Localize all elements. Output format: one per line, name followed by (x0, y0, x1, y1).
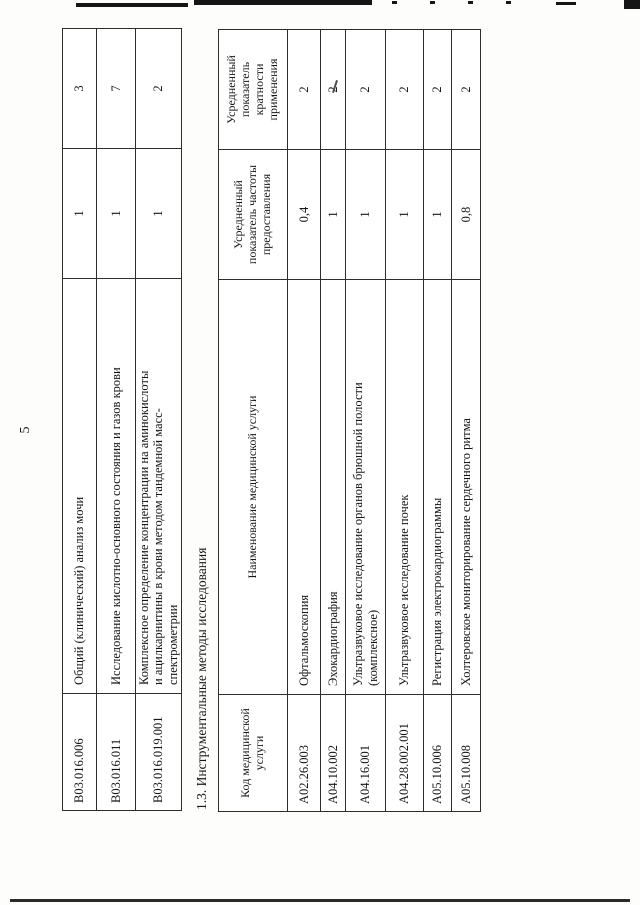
service-code-cell: B03.016.006 (62, 693, 97, 811)
table-row: B03.016.011 Исследование кислотно-основн… (96, 28, 136, 811)
multiplicity-value-cell: 7 (96, 28, 136, 149)
service-code-cell: B03.016.019.001 (135, 693, 182, 811)
scan-artifact (624, 0, 640, 9)
multiplicity-value-cell: 2 (451, 29, 481, 150)
service-name-cell: Холтеровское мониторирование сердечного … (451, 279, 481, 695)
service-name-cell: Ультразвуковое исследование почек (385, 279, 424, 695)
frequency-value-cell: 1 (385, 149, 424, 280)
service-code-cell: A04.10.002 (320, 694, 346, 812)
table-row: A02.26.003 Офтальмоскопия 0,4 2 (287, 29, 321, 812)
service-name-cell: Эхокардиография (320, 279, 346, 695)
service-name-cell: Регистрация электрокардиограммы (423, 279, 452, 695)
scan-artifact (506, 1, 511, 4)
service-name-cell: Комплексное определение концентрации на … (135, 278, 182, 694)
service-name-cell: Офтальмоскопия (287, 279, 321, 695)
frequency-value-cell: 1 (345, 149, 386, 280)
frequency-value-cell: 1 (135, 148, 182, 279)
multiplicity-value-cell: 2 (287, 29, 321, 150)
service-code-cell: A05.10.008 (451, 694, 481, 812)
frequency-value-cell: 1 (96, 148, 136, 279)
col-header-service-code: Код медицинской услуги (218, 694, 288, 812)
lab-services-table-continued: B03.016.006 Общий (клинический) анализ м… (62, 28, 183, 811)
table-row: B03.016.019.001 Комплексное определение … (135, 28, 182, 811)
service-name-cell: Исследование кислотно-основного состояни… (96, 278, 136, 694)
table-row: A04.16.001 Ультразвуковое исследование о… (345, 29, 386, 812)
service-name-cell: Ультразвуковое исследование органов брюш… (345, 279, 386, 695)
header-row: Код медицинской услуги Наименование меди… (218, 29, 288, 812)
frequency-value-cell: 1 (320, 149, 346, 280)
scan-artifact (194, 0, 372, 5)
scan-artifact (430, 1, 435, 4)
multiplicity-value-cell: 2 (423, 29, 452, 150)
scan-artifact (10, 899, 630, 902)
col-header-service-name: Наименование медицинской услуги (218, 279, 288, 695)
service-code-cell: A02.26.003 (287, 694, 321, 812)
table-row: A05.10.006 Регистрация электрокардиограм… (423, 29, 452, 812)
table-row: A05.10.008 Холтеровское мониторирование … (451, 29, 481, 812)
page-number: 5 (18, 426, 33, 434)
service-code-cell: A04.16.001 (345, 694, 386, 812)
table-row: A04.28.002.001 Ультразвуковое исследован… (385, 29, 424, 812)
col-header-frequency: Усредненный показатель частоты предостав… (218, 149, 288, 280)
multiplicity-value-cell: 2 (385, 29, 424, 150)
frequency-value-cell: 0,4 (287, 149, 321, 280)
table-row: A04.10.002 Эхокардиография 1 2 (320, 29, 346, 812)
section-heading: 1.3. Инструментальные методы исследовани… (194, 547, 209, 810)
frequency-value-cell: 1 (62, 148, 97, 279)
scan-artifact (556, 2, 576, 5)
multiplicity-value-cell: 3 (62, 28, 97, 149)
service-code-cell: A04.28.002.001 (385, 694, 424, 812)
scan-artifact (392, 1, 397, 4)
multiplicity-value-cell: 2 (135, 28, 182, 149)
table-row: B03.016.006 Общий (клинический) анализ м… (62, 28, 97, 811)
service-code-cell: A05.10.006 (423, 694, 452, 812)
scan-artifact (468, 1, 473, 4)
service-name-cell: Общий (клинический) анализ мочи (62, 278, 97, 694)
instrumental-methods-table: Код медицинской услуги Наименование меди… (218, 29, 481, 812)
service-code-cell: B03.016.011 (96, 693, 136, 811)
frequency-value-cell: 0,8 (451, 149, 481, 280)
scan-artifact (76, 3, 188, 7)
frequency-value-cell: 1 (423, 149, 452, 280)
col-header-multiplicity: Усредненный показатель кратности примене… (218, 29, 288, 150)
multiplicity-value-cell: 2 (345, 29, 386, 150)
